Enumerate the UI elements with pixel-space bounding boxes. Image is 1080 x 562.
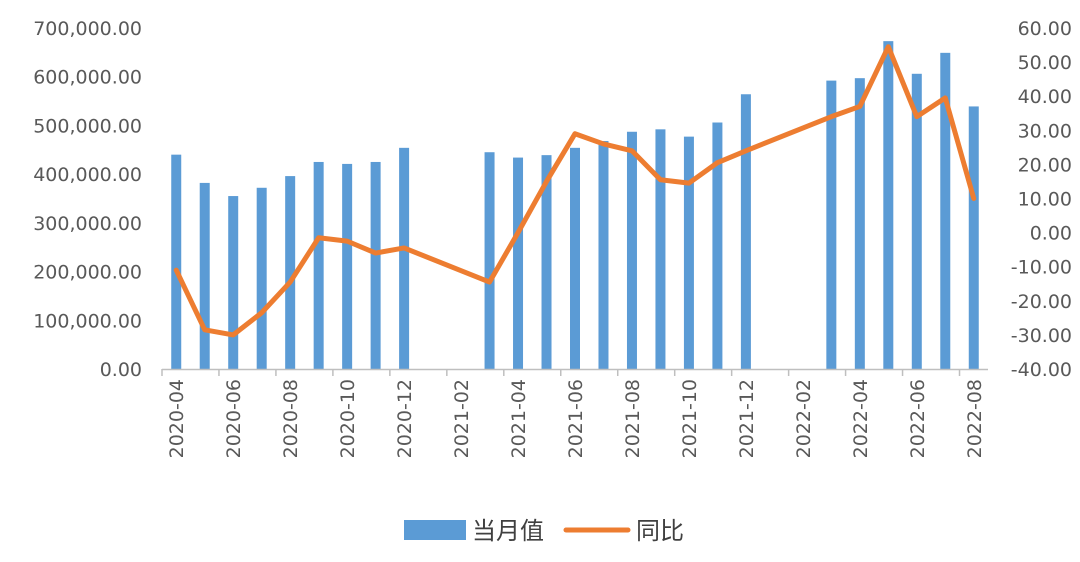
bar-2021-10 <box>683 136 694 369</box>
y-right-tick-label: -30.00 <box>1011 325 1072 347</box>
bar-2022-08 <box>968 106 979 370</box>
y-right-tick-label: -20.00 <box>1011 291 1072 313</box>
bar-2022-07 <box>940 52 951 370</box>
bar-2022-06 <box>911 73 922 369</box>
bar-2020-11 <box>370 161 381 369</box>
legend: 当月值 同比 <box>404 517 684 545</box>
y-right-tick-label: 0.00 <box>1030 223 1072 245</box>
bar-2020-05 <box>199 182 210 369</box>
x-tick-label-2022-02: 2022-02 <box>793 379 815 458</box>
x-tick-label-2021-10: 2021-10 <box>679 379 701 458</box>
x-tick-label-2020-10: 2020-10 <box>337 379 359 458</box>
bar-2021-05 <box>541 155 552 369</box>
bar-2021-08 <box>626 131 637 369</box>
x-tick-label-2022-08: 2022-08 <box>964 379 986 458</box>
x-tick-label-2022-04: 2022-04 <box>850 379 872 458</box>
line-series-yoy <box>173 44 977 338</box>
bar-2022-05 <box>883 41 894 370</box>
y-right-tick-label: -40.00 <box>1011 359 1072 381</box>
y-right-tick-label: 60.00 <box>1018 18 1072 40</box>
bar-2021-03 <box>484 152 495 369</box>
y-right-tick-label: 30.00 <box>1018 120 1072 142</box>
line-series-layer <box>173 44 977 338</box>
x-tick-label-2021-08: 2021-08 <box>622 379 644 458</box>
bar-2020-10 <box>342 163 353 369</box>
bar-2020-04 <box>171 154 182 369</box>
x-tick-label-2021-04: 2021-04 <box>508 379 530 458</box>
legend-swatch-bar <box>404 520 466 540</box>
x-tick-label-2021-06: 2021-06 <box>565 379 587 458</box>
x-tick-label-2021-02: 2021-02 <box>451 379 473 458</box>
y-left-tick-label: 400,000.00 <box>33 164 142 186</box>
axis-layer <box>161 368 988 376</box>
x-tick-label-2021-12: 2021-12 <box>736 379 758 458</box>
bar-2021-07 <box>598 141 609 369</box>
y-left-tick-label: 200,000.00 <box>33 262 142 284</box>
bar-2020-09 <box>313 161 324 369</box>
bar-2021-11 <box>712 122 723 369</box>
legend-label-line: 同比 <box>636 517 684 545</box>
bar-2021-06 <box>570 147 580 369</box>
bar-2021-12 <box>740 94 751 369</box>
y-left-tick-label: 600,000.00 <box>33 67 142 89</box>
bar-2020-08 <box>285 176 296 369</box>
y-left-tick-label: 0.00 <box>100 359 142 381</box>
bar-series-layer <box>171 41 979 370</box>
bar-2021-09 <box>655 129 666 369</box>
x-tick-label-2020-12: 2020-12 <box>394 379 416 458</box>
tick-labels-layer: 700,000.00 600,000.00 500,000.00 400,000.00… <box>33 18 1072 458</box>
bar-2021-04 <box>513 157 524 369</box>
y-right-tick-label: -10.00 <box>1011 257 1072 279</box>
bar-2020-06 <box>228 196 239 369</box>
y-right-tick-label: 50.00 <box>1018 52 1072 74</box>
bar-2022-03 <box>826 80 837 370</box>
y-left-tick-label: 500,000.00 <box>33 115 142 137</box>
legend-label-bar: 当月值 <box>472 517 544 545</box>
x-tick-label-2020-06: 2020-06 <box>223 379 245 458</box>
y-right-tick-label: 10.00 <box>1018 189 1072 211</box>
y-left-tick-label: 100,000.00 <box>33 310 142 332</box>
y-right-tick-label: 20.00 <box>1018 154 1072 176</box>
x-tick-label-2020-04: 2020-04 <box>166 379 188 458</box>
bar-2022-04 <box>854 78 865 370</box>
bar-2020-12 <box>399 147 410 369</box>
y-right-tick-label: 40.00 <box>1018 86 1072 108</box>
x-tick-label-2020-08: 2020-08 <box>280 379 302 458</box>
bar-2020-07 <box>256 187 267 369</box>
y-left-tick-label: 300,000.00 <box>33 213 142 235</box>
x-tick-label-2022-06: 2022-06 <box>907 379 929 458</box>
y-left-tick-label: 700,000.00 <box>33 18 142 40</box>
